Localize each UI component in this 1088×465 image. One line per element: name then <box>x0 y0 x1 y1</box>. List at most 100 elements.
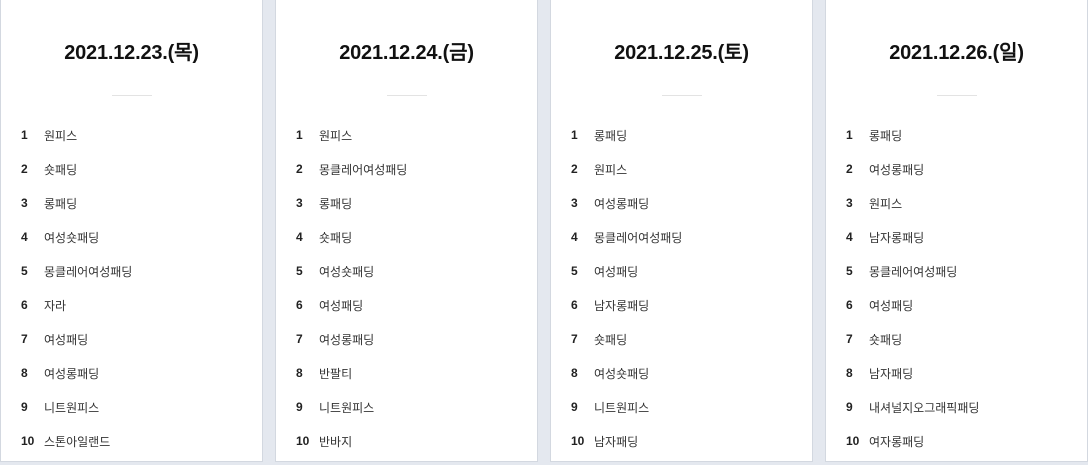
rank-list-item[interactable]: 4 남자롱패딩 <box>846 220 979 254</box>
rank-keyword-link[interactable]: 여성롱패딩 <box>594 196 650 211</box>
column-date-title: 2021.12.23.(목) <box>64 42 199 64</box>
rank-keyword-link[interactable]: 원피스 <box>319 128 353 143</box>
rank-number: 6 <box>571 298 578 312</box>
rank-keyword-link[interactable]: 스톤아일랜드 <box>44 434 111 449</box>
rank-list-item[interactable]: 4 여성숏패딩 <box>21 220 132 254</box>
rank-keyword-link[interactable]: 니트원피스 <box>44 400 100 415</box>
rank-keyword-link[interactable]: 몽클레어여성패딩 <box>44 264 133 279</box>
rank-list-item[interactable]: 5 여성숏패딩 <box>296 254 407 288</box>
rank-list-item[interactable]: 8 반팔티 <box>296 356 407 390</box>
rank-keyword-link[interactable]: 롱패딩 <box>594 128 628 143</box>
keyword-rank-list: 1 롱패딩 2 원피스 3 여성롱패딩 4 몽클레어여성패딩 5 여성패딩 6 남자롱패딩 … <box>571 118 682 458</box>
rank-number: 3 <box>21 196 28 210</box>
rank-number: 7 <box>571 332 578 346</box>
rank-list-item[interactable]: 4 몽클레어여성패딩 <box>571 220 682 254</box>
rank-number: 2 <box>846 162 853 176</box>
rank-keyword-link[interactable]: 남자패딩 <box>594 434 639 449</box>
rank-number: 1 <box>846 128 853 142</box>
rank-list-item[interactable]: 10 남자패딩 <box>571 424 682 458</box>
rank-keyword-link[interactable]: 여성숏패딩 <box>44 230 100 245</box>
rank-list-item[interactable]: 1 원피스 <box>21 118 132 152</box>
rank-keyword-link[interactable]: 숏패딩 <box>44 162 78 177</box>
rank-keyword-link[interactable]: 남자패딩 <box>869 366 914 381</box>
rank-keyword-link[interactable]: 니트원피스 <box>319 400 375 415</box>
rank-list-item[interactable]: 2 몽클레어여성패딩 <box>296 152 407 186</box>
rank-keyword-link[interactable]: 롱패딩 <box>44 196 78 211</box>
rank-number: 4 <box>21 230 28 244</box>
rank-keyword-link[interactable]: 원피스 <box>869 196 903 211</box>
rank-list-item[interactable]: 3 롱패딩 <box>296 186 407 220</box>
rank-keyword-link[interactable]: 남자롱패딩 <box>869 230 925 245</box>
rank-number: 3 <box>846 196 853 210</box>
rank-keyword-link[interactable]: 여성패딩 <box>44 332 89 347</box>
keyword-rank-list: 1 원피스 2 숏패딩 3 롱패딩 4 여성숏패딩 5 몽클레어여성패딩 6 자라 7 여성패… <box>21 118 132 458</box>
rank-list-item[interactable]: 9 니트원피스 <box>21 390 132 424</box>
rank-keyword-link[interactable]: 여성패딩 <box>319 298 364 313</box>
rank-list-item[interactable]: 3 원피스 <box>846 186 979 220</box>
rank-keyword-link[interactable]: 몽클레어여성패딩 <box>594 230 683 245</box>
rank-list-item[interactable]: 6 여성패딩 <box>846 288 979 322</box>
rank-keyword-link[interactable]: 여성롱패딩 <box>869 162 925 177</box>
rank-list-item[interactable]: 3 롱패딩 <box>21 186 132 220</box>
rank-keyword-link[interactable]: 반바지 <box>319 434 353 449</box>
rank-list-item[interactable]: 8 여성숏패딩 <box>571 356 682 390</box>
rank-list-item[interactable]: 8 남자패딩 <box>846 356 979 390</box>
rank-keyword-link[interactable]: 숏패딩 <box>594 332 628 347</box>
rank-keyword-link[interactable]: 숏패딩 <box>319 230 353 245</box>
keyword-rank-list: 1 원피스 2 몽클레어여성패딩 3 롱패딩 4 숏패딩 5 여성숏패딩 6 여성패딩 7 여… <box>296 118 407 458</box>
rank-keyword-link[interactable]: 여성패딩 <box>594 264 639 279</box>
rank-number: 2 <box>571 162 578 176</box>
rank-keyword-link[interactable]: 롱패딩 <box>869 128 903 143</box>
rank-keyword-link[interactable]: 여성패딩 <box>869 298 914 313</box>
rank-number: 4 <box>571 230 578 244</box>
rank-list-item[interactable]: 9 니트원피스 <box>296 390 407 424</box>
rank-number: 2 <box>21 162 28 176</box>
keyword-rank-list: 1 롱패딩 2 여성롱패딩 3 원피스 4 남자롱패딩 5 몽클레어여성패딩 6 여성패딩 … <box>846 118 979 458</box>
rank-list-item[interactable]: 6 여성패딩 <box>296 288 407 322</box>
rank-keyword-link[interactable]: 여성롱패딩 <box>44 366 100 381</box>
rank-list-item[interactable]: 8 여성롱패딩 <box>21 356 132 390</box>
rank-list-item[interactable]: 7 여성패딩 <box>21 322 132 356</box>
rank-list-item[interactable]: 6 남자롱패딩 <box>571 288 682 322</box>
rank-list-item[interactable]: 5 몽클레어여성패딩 <box>846 254 979 288</box>
rank-list-item[interactable]: 4 숏패딩 <box>296 220 407 254</box>
rank-keyword-link[interactable]: 롱패딩 <box>319 196 353 211</box>
rank-keyword-link[interactable]: 숏패딩 <box>869 332 903 347</box>
rank-list-item[interactable]: 2 숏패딩 <box>21 152 132 186</box>
rank-keyword-link[interactable]: 남자롱패딩 <box>594 298 650 313</box>
rank-list-item[interactable]: 2 원피스 <box>571 152 682 186</box>
rank-list-item[interactable]: 9 내셔널지오그래픽패딩 <box>846 390 979 424</box>
rank-list-item[interactable]: 5 여성패딩 <box>571 254 682 288</box>
rank-keyword-link[interactable]: 몽클레어여성패딩 <box>869 264 958 279</box>
rank-keyword-link[interactable]: 내셔널지오그래픽패딩 <box>869 400 980 415</box>
rank-keyword-link[interactable]: 반팔티 <box>319 366 353 381</box>
title-divider <box>661 95 702 96</box>
rank-keyword-link[interactable]: 여성숏패딩 <box>319 264 375 279</box>
rank-list-item[interactable]: 1 롱패딩 <box>571 118 682 152</box>
rank-number: 3 <box>571 196 578 210</box>
column-date-title: 2021.12.24.(금) <box>339 42 474 64</box>
rank-list-item[interactable]: 6 자라 <box>21 288 132 322</box>
rank-list-item[interactable]: 7 숏패딩 <box>846 322 979 356</box>
rank-keyword-link[interactable]: 원피스 <box>44 128 78 143</box>
rank-list-item[interactable]: 2 여성롱패딩 <box>846 152 979 186</box>
rank-keyword-link[interactable]: 여성숏패딩 <box>594 366 650 381</box>
rank-keyword-link[interactable]: 여자롱패딩 <box>869 434 925 449</box>
rank-number: 6 <box>21 298 28 312</box>
rank-keyword-link[interactable]: 여성롱패딩 <box>319 332 375 347</box>
rank-keyword-link[interactable]: 니트원피스 <box>594 400 650 415</box>
rank-list-item[interactable]: 1 롱패딩 <box>846 118 979 152</box>
rank-list-item[interactable]: 10 여자롱패딩 <box>846 424 979 458</box>
rank-list-item[interactable]: 7 여성롱패딩 <box>296 322 407 356</box>
rank-list-item[interactable]: 1 원피스 <box>296 118 407 152</box>
rank-list-item[interactable]: 7 숏패딩 <box>571 322 682 356</box>
rank-keyword-link[interactable]: 몽클레어여성패딩 <box>319 162 408 177</box>
rank-list-item[interactable]: 5 몽클레어여성패딩 <box>21 254 132 288</box>
rank-keyword-link[interactable]: 자라 <box>44 298 67 313</box>
rank-number: 5 <box>296 264 303 278</box>
rank-list-item[interactable]: 10 스톤아일랜드 <box>21 424 132 458</box>
rank-keyword-link[interactable]: 원피스 <box>594 162 628 177</box>
rank-list-item[interactable]: 10 반바지 <box>296 424 407 458</box>
rank-list-item[interactable]: 9 니트원피스 <box>571 390 682 424</box>
rank-list-item[interactable]: 3 여성롱패딩 <box>571 186 682 220</box>
